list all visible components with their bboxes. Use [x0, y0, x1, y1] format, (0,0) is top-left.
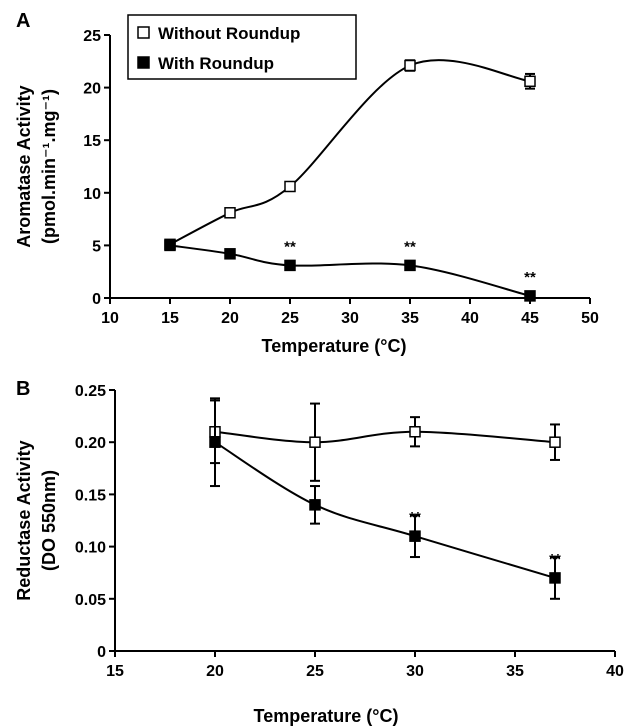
data-point: [409, 530, 421, 542]
x-tick-label: 40: [461, 310, 479, 327]
x-tick-label: 10: [101, 310, 119, 327]
data-point: [549, 436, 561, 448]
data-point: [409, 426, 421, 438]
y-tick-label: 0.10: [75, 540, 106, 557]
legend-box: [127, 14, 357, 80]
significance-annotation: **: [524, 269, 536, 286]
data-point: [224, 248, 236, 260]
data-point: [164, 239, 176, 252]
x-tick-label: 25: [281, 310, 299, 327]
legend-label: With Roundup: [158, 54, 274, 73]
significance-annotation: **: [404, 238, 416, 255]
x-axis-label: Temperature (°C): [262, 336, 407, 356]
data-point: [224, 207, 236, 219]
x-tick-label: 15: [106, 663, 124, 680]
data-point: [309, 499, 321, 511]
data-point: [524, 290, 536, 302]
y-tick-label: 0.25: [75, 383, 106, 400]
data-point: [404, 259, 416, 272]
y-axis-label: Reductase Activity: [14, 440, 34, 600]
y-tick-label: 5: [92, 238, 101, 255]
x-tick-label: 30: [341, 310, 359, 327]
significance-annotation: **: [284, 238, 296, 255]
series-line: [214, 441, 556, 579]
y-tick-label: 15: [83, 133, 101, 150]
x-tick-label: 35: [506, 663, 524, 680]
legend-label: Without Roundup: [158, 24, 300, 43]
x-tick-label: 50: [581, 310, 599, 327]
series-line: [169, 244, 531, 297]
series-line: [169, 59, 531, 246]
series-line: [214, 430, 556, 444]
y-axis-label-units: (pmol.min⁻¹.mg⁻¹): [39, 89, 59, 244]
significance-annotation: **: [549, 551, 561, 568]
x-tick-label: 20: [206, 663, 224, 680]
y-axis-label-units: (DO 550nm): [39, 470, 59, 571]
y-tick-label: 0: [97, 644, 106, 661]
x-tick-label: 25: [306, 663, 324, 680]
significance-annotation: **: [409, 509, 421, 526]
legend-marker: [137, 26, 150, 39]
data-point: [524, 75, 536, 88]
y-axis-label: Aromatase Activity: [14, 85, 34, 247]
y-tick-label: 0: [92, 291, 101, 308]
x-axis-label: Temperature (°C): [254, 706, 399, 726]
x-tick-label: 15: [161, 310, 179, 327]
x-tick-label: 20: [221, 310, 239, 327]
x-tick-label: 45: [521, 310, 539, 327]
data-point: [549, 572, 561, 584]
data-point: [284, 259, 296, 272]
panel-label: A: [16, 10, 30, 32]
data-point: [404, 59, 416, 72]
data-point: [309, 436, 321, 448]
y-tick-label: 0.15: [75, 487, 106, 504]
y-tick-label: 0.05: [75, 592, 106, 609]
x-tick-label: 35: [401, 310, 419, 327]
x-tick-label: 30: [406, 663, 424, 680]
y-tick-label: 0.20: [75, 435, 106, 452]
legend: Without Roundup With Roundup: [127, 14, 357, 80]
chart-b: 0 0.05 0.10 0.15 0.20 0.25 15 20 25 30 35 40 Tempera…: [14, 378, 624, 726]
y-tick-label: 25: [83, 28, 101, 45]
chart-a: 0 5 10 15 20 25 10 15 20 25 30 35 40 45 50 Temperature …: [14, 10, 599, 356]
y-tick-label: 10: [83, 186, 101, 203]
data-point: [209, 436, 221, 448]
y-tick-label: 20: [83, 81, 101, 98]
legend-marker: [137, 56, 150, 69]
data-point: [284, 180, 296, 193]
panel-label: B: [16, 378, 30, 400]
x-tick-label: 40: [606, 663, 624, 680]
